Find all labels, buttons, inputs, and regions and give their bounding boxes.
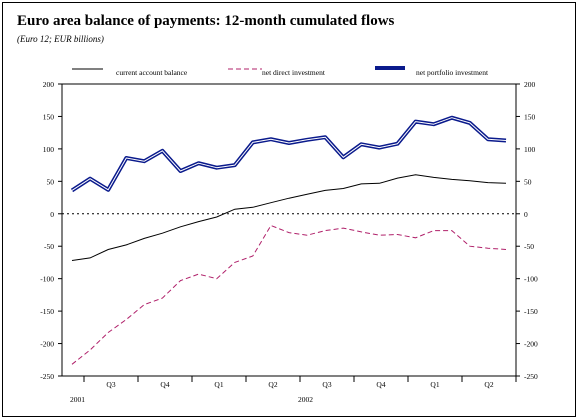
x-tick-label: Q1 bbox=[214, 380, 223, 389]
x-tick-label: Q4 bbox=[376, 380, 385, 389]
y-tick-label-right: 0 bbox=[524, 210, 528, 219]
x-tick-label: Q3 bbox=[322, 380, 331, 389]
y-tick-label-left: 150 bbox=[43, 112, 55, 121]
plot-area bbox=[61, 83, 517, 377]
x-tick-label: Q3 bbox=[106, 380, 115, 389]
y-tick-label-right: 150 bbox=[524, 112, 536, 121]
series-line-portfolio-investment bbox=[70, 115, 507, 193]
legend: current account balance net direct inves… bbox=[72, 66, 489, 77]
y-tick-label-right: -250 bbox=[524, 372, 538, 381]
x-tick-label: Q2 bbox=[484, 380, 493, 389]
chart-frame: Euro area balance of payments: 12-month … bbox=[2, 2, 576, 417]
series-layer bbox=[70, 115, 507, 365]
y-tick-label-left: -250 bbox=[40, 372, 54, 381]
x-tick-label: Q1 bbox=[430, 380, 439, 389]
legend-label-direct-investment: net direct investment bbox=[262, 68, 326, 77]
y-axis-right: 200 150 100 50 0 -50 -100 -150 -200 -250 bbox=[516, 80, 538, 381]
y-axis-left: 200 150 100 50 0 -50 -100 -150 -200 -250 bbox=[40, 80, 62, 381]
y-tick-label-left: -150 bbox=[40, 307, 54, 316]
series-line-portfolio-inner bbox=[71, 117, 507, 191]
series-line-direct-investment bbox=[71, 224, 507, 365]
series-line-current-account bbox=[71, 174, 507, 261]
chart-subtitle: (Euro 12; EUR billions) bbox=[17, 34, 104, 44]
x-year-label-2001: 2001 bbox=[70, 395, 85, 404]
y-tick-label-left: 100 bbox=[43, 145, 55, 154]
y-tick-label-right: -200 bbox=[524, 340, 538, 349]
y-tick-label-left: 200 bbox=[43, 80, 55, 89]
y-tick-label-right: -100 bbox=[524, 275, 538, 284]
legend-label-portfolio-investment: net portfolio investment bbox=[416, 68, 489, 77]
y-tick-label-right: 200 bbox=[524, 80, 536, 89]
x-tick-label: Q4 bbox=[160, 380, 169, 389]
y-tick-label-left: -50 bbox=[44, 242, 54, 251]
y-tick-label-right: 50 bbox=[524, 177, 532, 186]
chart-title: Euro area balance of payments: 12-month … bbox=[17, 13, 395, 29]
y-tick-label-left: -200 bbox=[40, 340, 54, 349]
legend-label-current-account: current account balance bbox=[116, 68, 188, 77]
y-tick-label-left: 50 bbox=[47, 177, 55, 186]
series-line-portfolio-outer bbox=[70, 115, 507, 193]
y-tick-label-left: 0 bbox=[50, 210, 54, 219]
y-tick-label-right: -50 bbox=[524, 242, 534, 251]
y-tick-label-left: -100 bbox=[40, 275, 54, 284]
y-tick-label-right: 100 bbox=[524, 145, 536, 154]
x-year-label-2002: 2002 bbox=[298, 395, 313, 404]
x-tick-label: Q2 bbox=[268, 380, 277, 389]
x-axis: Q3 Q4 Q1 Q2 Q3 Q4 Q1 Q2 bbox=[83, 376, 517, 389]
y-tick-label-right: -150 bbox=[524, 307, 538, 316]
